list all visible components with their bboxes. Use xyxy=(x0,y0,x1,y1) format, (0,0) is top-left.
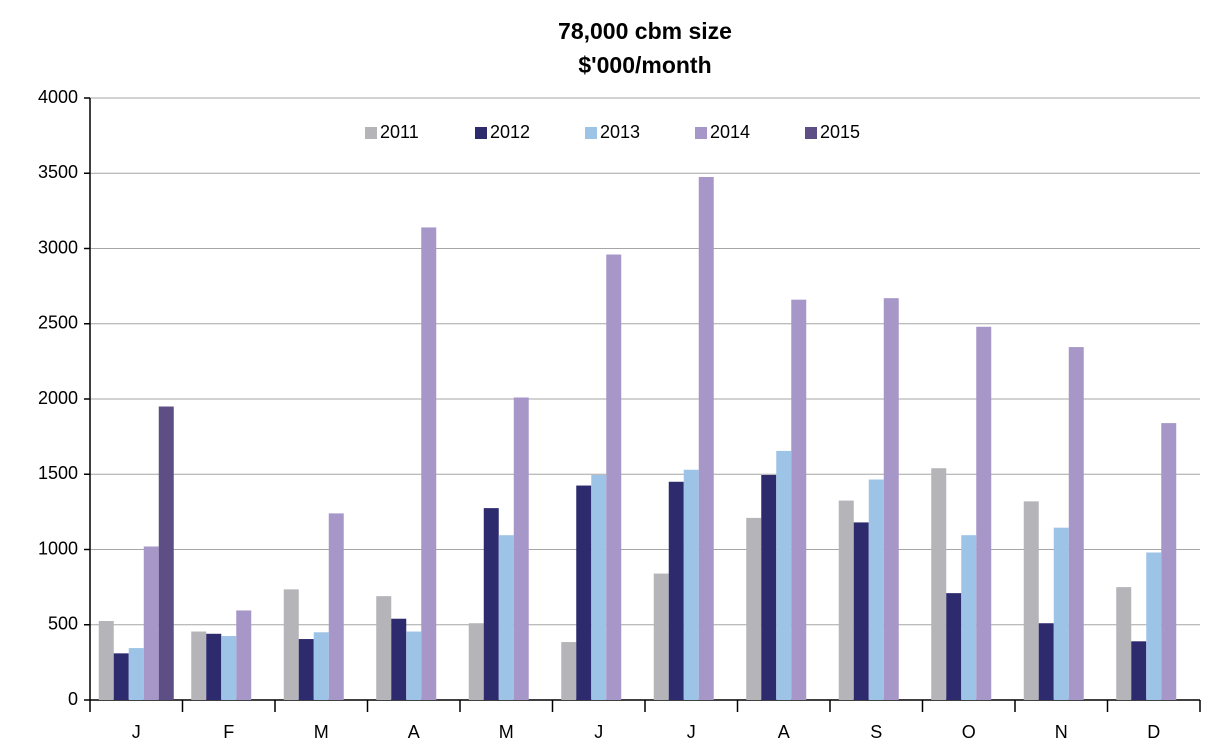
bar xyxy=(1023,501,1039,700)
bar xyxy=(698,177,714,700)
x-tick-label: J xyxy=(687,722,696,742)
y-tick-label: 4000 xyxy=(38,87,78,107)
bar xyxy=(683,469,699,700)
bar xyxy=(591,475,607,700)
bar xyxy=(236,610,252,700)
bar xyxy=(391,618,407,700)
legend-swatch xyxy=(585,127,597,139)
bar xyxy=(421,227,437,700)
bar xyxy=(606,254,622,700)
y-tick-label: 500 xyxy=(48,614,78,634)
bar xyxy=(406,631,422,700)
chart-title: 78,000 cbm size xyxy=(558,18,732,44)
bar xyxy=(761,475,777,700)
legend-swatch xyxy=(695,127,707,139)
bar xyxy=(191,631,207,700)
bar xyxy=(498,535,514,700)
bar xyxy=(468,623,484,700)
bar xyxy=(838,500,854,700)
y-tick-label: 1000 xyxy=(38,538,78,558)
legend-swatch xyxy=(475,127,487,139)
bar xyxy=(283,589,299,700)
x-tick-label: A xyxy=(408,722,420,742)
chart-subtitle: $'000/month xyxy=(578,52,711,78)
legend-swatch xyxy=(365,127,377,139)
bar xyxy=(328,513,344,700)
bar xyxy=(961,535,977,700)
bar xyxy=(376,596,392,700)
legend-label: 2014 xyxy=(710,122,750,142)
legend-label: 2013 xyxy=(600,122,640,142)
bar xyxy=(946,593,962,700)
bar xyxy=(128,648,144,700)
bar xyxy=(158,406,174,700)
bar xyxy=(313,632,329,700)
legend-label: 2011 xyxy=(380,122,419,142)
bar xyxy=(513,397,529,700)
x-tick-label: A xyxy=(778,722,790,742)
bar xyxy=(206,633,222,700)
bar xyxy=(931,468,947,700)
x-tick-label: J xyxy=(132,722,141,742)
bar xyxy=(746,517,762,700)
bar xyxy=(976,326,992,700)
x-tick-label: D xyxy=(1147,722,1160,742)
bar xyxy=(113,653,129,700)
x-tick-label: M xyxy=(314,722,329,742)
bar xyxy=(221,636,237,700)
y-tick-label: 2000 xyxy=(38,388,78,408)
bar xyxy=(1038,623,1054,700)
y-tick-label: 2500 xyxy=(38,313,78,333)
bar xyxy=(576,485,592,700)
bar xyxy=(853,522,869,700)
bar xyxy=(298,639,314,700)
x-tick-label: J xyxy=(594,722,603,742)
x-tick-label: N xyxy=(1055,722,1068,742)
legend-label: 2015 xyxy=(820,122,860,142)
bar xyxy=(1068,347,1084,700)
bar xyxy=(483,508,499,700)
x-tick-label: S xyxy=(870,722,882,742)
bar xyxy=(668,481,684,700)
y-tick-label: 3500 xyxy=(38,162,78,182)
bar xyxy=(1053,527,1069,700)
bar xyxy=(1161,423,1177,700)
bar xyxy=(98,620,114,700)
bar xyxy=(868,479,884,700)
x-tick-label: O xyxy=(962,722,976,742)
bar xyxy=(143,546,159,700)
bar xyxy=(561,642,577,700)
y-tick-label: 1500 xyxy=(38,463,78,483)
legend-label: 2012 xyxy=(490,122,530,142)
y-tick-label: 3000 xyxy=(38,237,78,257)
bar xyxy=(776,450,792,700)
bar xyxy=(1146,552,1162,700)
bar xyxy=(1131,641,1147,700)
x-tick-label: M xyxy=(499,722,514,742)
y-tick-label: 0 xyxy=(68,689,78,709)
bar xyxy=(1116,587,1132,700)
x-tick-label: F xyxy=(223,722,234,742)
legend-swatch xyxy=(805,127,817,139)
bar xyxy=(791,299,807,700)
bar xyxy=(653,573,669,700)
bar xyxy=(883,298,899,700)
